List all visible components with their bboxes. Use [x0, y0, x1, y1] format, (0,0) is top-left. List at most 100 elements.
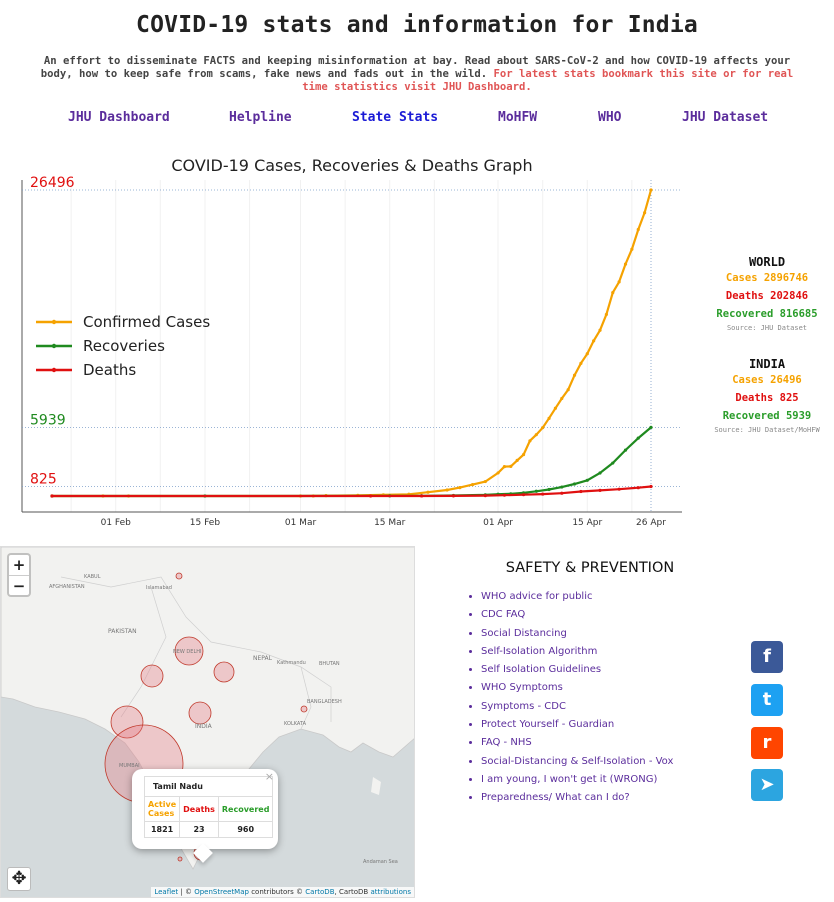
popup-table: Tamil Nadu Active Cases Deaths Recovered…	[143, 776, 274, 838]
safety-list-item: I am young, I won't get it (WRONG)	[481, 771, 740, 789]
series-line	[52, 485, 652, 498]
attrib-attributions-link[interactable]: attributions	[370, 888, 411, 896]
x-tick-label: 26 Apr	[636, 518, 666, 528]
series-point	[502, 493, 507, 497]
india-map[interactable]: KABUL AFGHANISTAN Islamabad PAKISTAN NEW…	[0, 546, 415, 898]
series-point	[636, 486, 640, 490]
world-source: Source: JHU Dataset	[726, 324, 808, 332]
legend-label: Deaths	[83, 361, 136, 379]
map-marker[interactable]	[140, 664, 164, 688]
nav-state-stats[interactable]: State Stats	[352, 110, 439, 125]
map-labels: KABUL AFGHANISTAN Islamabad PAKISTAN NEW…	[49, 574, 398, 865]
world-heading: WORLD	[748, 255, 786, 269]
map-label-nepal: NEPAL	[253, 655, 273, 662]
chart-legend: Confirmed Cases Recoveries Deaths	[36, 313, 210, 379]
telegram-icon[interactable]: ➤	[751, 769, 783, 801]
series-point	[636, 436, 640, 440]
map-marker[interactable]	[175, 572, 183, 580]
world-cases: Cases 2896746	[725, 272, 809, 284]
safety-link[interactable]: FAQ - NHS	[481, 737, 532, 749]
map-label-mumbai: MUMBAI	[119, 763, 140, 769]
nav-jhu-dataset[interactable]: JHU Dataset	[682, 110, 769, 125]
map-marker[interactable]	[213, 661, 235, 683]
series-point	[560, 396, 564, 401]
safety-link[interactable]: CDC FAQ	[481, 609, 526, 621]
series-point	[483, 494, 487, 498]
reddit-icon[interactable]: r	[751, 727, 783, 759]
attrib-osm-link[interactable]: OpenStreetMap	[194, 888, 249, 896]
intro-highlight-link[interactable]: For latest stats bookmark this site or f…	[302, 68, 794, 93]
series-point	[451, 494, 456, 498]
popup-close-icon[interactable]: ×	[264, 770, 274, 783]
x-tick-label: 15 Apr	[572, 518, 602, 528]
india-recovered: Recovered 5939	[722, 410, 812, 422]
safety-link[interactable]: Social-Distancing & Self-Isolation - Vox	[481, 755, 674, 767]
y-annotation-label: 5939	[30, 412, 66, 428]
series-point	[611, 461, 615, 465]
map-label-afghanistan: AFGHANISTAN	[49, 584, 85, 590]
safety-list-item: WHO advice for public	[481, 588, 740, 606]
chart-grid	[70, 180, 633, 512]
series-point	[649, 188, 653, 192]
india-stats: INDIA Cases 26496 Deaths 825 Recovered 5…	[705, 357, 829, 434]
nav-mohfw[interactable]: MoHFW	[498, 110, 538, 125]
series-point	[579, 361, 583, 365]
safety-list-item: Preparedness/ What can I do?	[481, 789, 740, 807]
facebook-icon[interactable]: f	[751, 641, 783, 673]
safety-links: WHO advice for public CDC FAQ Social Dista…	[440, 588, 740, 808]
series-point	[604, 312, 608, 317]
attrib-sep2: , CartoDB	[334, 888, 371, 896]
safety-link[interactable]: Self-Isolation Algorithm	[481, 645, 598, 657]
nav-who[interactable]: WHO	[598, 110, 622, 125]
safety-link[interactable]: Social Distancing	[481, 627, 567, 639]
safety-link[interactable]: Preparedness/ What can I do?	[481, 792, 630, 804]
series-point	[483, 479, 487, 484]
series-point	[598, 328, 602, 332]
attrib-mid: contributors ©	[248, 888, 306, 896]
map-label-kolkata: KOLKATA	[284, 721, 307, 727]
safety-list-item: FAQ - NHS	[481, 734, 740, 752]
move-arrows-icon[interactable]: ✥	[7, 867, 31, 891]
map-marker[interactable]	[300, 705, 308, 713]
series-point	[617, 487, 621, 491]
nav-helpline[interactable]: Helpline	[229, 110, 292, 125]
zoom-in-button[interactable]: +	[12, 556, 26, 574]
series-point	[528, 439, 532, 443]
attrib-leaflet-link[interactable]: Leaflet	[154, 888, 179, 896]
india-deaths: Deaths 825	[735, 392, 799, 404]
safety-link[interactable]: Protect Yourself - Guardian	[481, 719, 615, 731]
series-point	[419, 494, 424, 498]
zoom-out-button[interactable]: −	[9, 575, 29, 595]
nav-jhu-dashboard[interactable]: JHU Dashboard	[68, 110, 170, 125]
india-source: Source: JHU Dataset/MoHFW	[714, 426, 820, 434]
safety-link[interactable]: Symptoms - CDC	[481, 700, 566, 712]
map-label-islamabad: Islamabad	[146, 585, 172, 591]
legend-marker	[51, 319, 57, 325]
safety-link[interactable]: I am young, I won't get it (WRONG)	[481, 773, 658, 785]
twitter-icon[interactable]: t	[751, 684, 783, 716]
series-point	[502, 465, 507, 469]
safety-list-item: CDC FAQ	[481, 606, 740, 624]
world-stats: WORLD Cases 2896746 Deaths 202846 Recove…	[705, 255, 829, 332]
map-label-kabul: KABUL	[84, 574, 101, 580]
popup-deaths-value: 23	[179, 821, 219, 838]
series-point	[623, 448, 628, 452]
map-label-bhutan: BHUTAN	[319, 661, 340, 667]
attrib-carto-link[interactable]: CartoDB	[305, 888, 335, 896]
series-point	[541, 492, 545, 496]
safety-link[interactable]: Self Isolation Guidelines	[481, 664, 602, 676]
series-point	[553, 406, 558, 410]
x-tick-label: 15 Mar	[374, 518, 406, 528]
chart-svg: COVID-19 Cases, Recoveries & Deaths Grap…	[21, 156, 682, 528]
map-marker[interactable]	[110, 705, 144, 739]
safety-list-item: Social Distancing	[481, 625, 740, 643]
series-point	[534, 489, 538, 493]
map-marker[interactable]	[177, 856, 183, 862]
world-recovered: Recovered 816685	[716, 308, 818, 320]
x-tick-label: 01 Apr	[483, 518, 513, 528]
map-marker[interactable]	[174, 636, 204, 666]
safety-link[interactable]: WHO Symptoms	[481, 682, 563, 694]
map-marker[interactable]	[188, 701, 212, 725]
popup-state-name: Tamil Nadu	[143, 776, 274, 797]
safety-link[interactable]: WHO advice for public	[481, 591, 593, 602]
